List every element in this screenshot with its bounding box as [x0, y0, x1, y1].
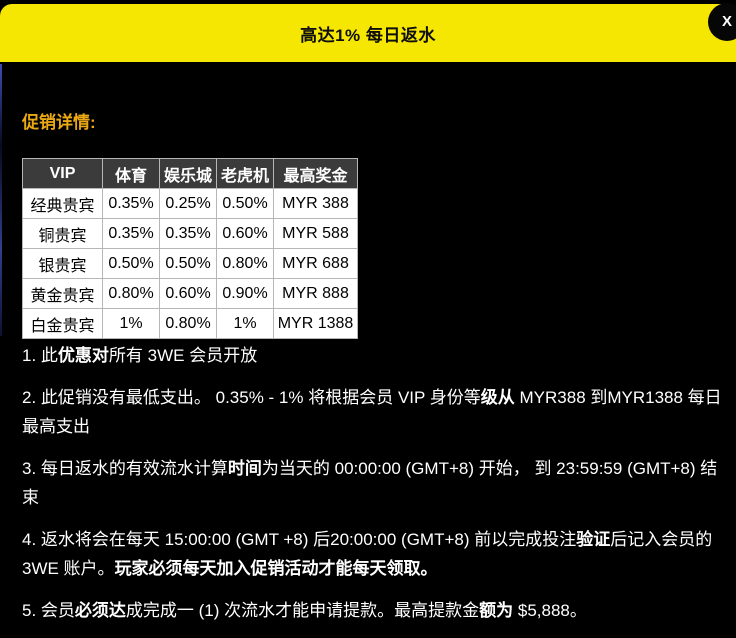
value-cell: 0.35% [159, 218, 217, 249]
close-icon: X [721, 13, 732, 30]
value-cell: 0.60% [159, 278, 217, 309]
term-text-segment: 额为 [479, 601, 514, 620]
terms-list: 1. 此优惠对所有 3WE 会员开放 2. 此促销没有最低支出。 0.35% - … [22, 341, 722, 625]
vip-tier-cell: 经典贵宾 [22, 188, 103, 219]
value-cell: MYR 588 [273, 218, 358, 249]
term-text-segment: 所有 3WE 会员开放 [108, 346, 258, 365]
term-text-segment: 成完成一 (1) 次流水才能申请提款。最高提款金 [125, 601, 480, 620]
value-cell: MYR 1388 [273, 308, 358, 339]
value-cell: 0.80% [159, 308, 217, 339]
vip-tier-cell: 银贵宾 [22, 248, 103, 279]
section-heading: 促销详情: [22, 113, 96, 132]
column-header: 最高奖金 [273, 158, 358, 189]
column-header: 体育 [102, 158, 160, 189]
value-cell: 0.50% [159, 248, 217, 279]
table-row: 银贵宾 0.50% 0.50% 0.80% MYR 688 [22, 248, 358, 279]
term-text-segment: 时间 [227, 459, 262, 478]
promo-title: 高达1% 每日返水 [300, 25, 436, 45]
table-row: 黄金贵宾 0.80% 0.60% 0.90% MYR 888 [22, 278, 358, 309]
column-header: 娱乐城 [159, 158, 217, 189]
value-cell: 1% [102, 308, 160, 339]
value-cell: 0.50% [216, 188, 274, 219]
term-text-segment: 4. 返水将会在每天 15:00:00 (GMT +8) 后20:00:00 (… [22, 530, 577, 549]
table-row: 铜贵宾 0.35% 0.35% 0.60% MYR 588 [22, 218, 358, 249]
vip-tier-cell: 铜贵宾 [22, 218, 103, 249]
value-cell: 0.90% [216, 278, 274, 309]
term-item: 3. 每日返水的有效流水计算时间为当天的 00:00:00 (GMT+8) 开始… [22, 454, 722, 512]
value-cell: MYR 888 [273, 278, 358, 309]
value-cell: 0.35% [102, 188, 160, 219]
close-button[interactable]: X [708, 3, 736, 41]
table-body: 经典贵宾 0.35% 0.25% 0.50% MYR 388 铜贵宾 0.35% 0.35% 0… [22, 188, 358, 339]
value-cell: 0.35% [102, 218, 160, 249]
term-text-segment: 3. 每日返水的有效流水计算 [22, 459, 228, 478]
modal-body: 促销详情: VIP 体育 娱乐城 老虎机 最高奖金 经典贵宾 0.35% 0.25% 0.50… [0, 62, 736, 638]
value-cell: 0.25% [159, 188, 217, 219]
value-cell: MYR 388 [273, 188, 358, 219]
term-text-segment: $5,888。 [513, 601, 587, 620]
left-edge-artifact [0, 64, 2, 336]
table-row: 经典贵宾 0.35% 0.25% 0.50% MYR 388 [22, 188, 358, 219]
value-cell: MYR 688 [273, 248, 358, 279]
value-cell: 0.80% [102, 278, 160, 309]
term-text-segment: 优惠对 [57, 346, 109, 365]
term-text-segment: 必须达 [74, 601, 126, 620]
rebate-table: VIP 体育 娱乐城 老虎机 最高奖金 经典贵宾 0.35% 0.25% 0.50% MYR 3… [22, 158, 358, 339]
value-cell: 0.50% [102, 248, 160, 279]
term-text-segment: 玩家必须每天加入促销活动才能每天领取。 [114, 559, 438, 578]
term-text-segment: MYR388 到MYR1388 每日最高支出 [22, 388, 722, 436]
value-cell: 0.80% [216, 248, 274, 279]
term-text-segment: 为当天的 00:00:00 (GMT+8) 开始， 到 23:59:59 (GM… [22, 459, 718, 507]
table-row: 白金贵宾 1% 0.80% 1% MYR 1388 [22, 308, 358, 339]
vip-tier-cell: 黄金贵宾 [22, 278, 103, 309]
column-header: 老虎机 [216, 158, 274, 189]
term-item: 5. 会员必须达成完成一 (1) 次流水才能申请提款。最高提款金额为 $5,88… [22, 596, 722, 625]
modal-header: 高达1% 每日返水 [0, 4, 736, 62]
term-text-segment: 1. 此 [22, 346, 58, 365]
term-text-segment: 5. 会员 [22, 601, 75, 620]
term-text-segment: 后记入会员的 3WE 账户。 [22, 530, 713, 578]
term-text-segment: 级从 [480, 388, 515, 407]
term-item: 1. 此优惠对所有 3WE 会员开放 [22, 341, 722, 370]
term-item: 4. 返水将会在每天 15:00:00 (GMT +8) 后20:00:00 (… [22, 525, 722, 583]
table-header-row: VIP 体育 娱乐城 老虎机 最高奖金 [22, 158, 358, 189]
vip-tier-cell: 白金贵宾 [22, 308, 103, 339]
term-text-segment: 验证 [576, 530, 611, 549]
term-text-segment: 2. 此促销没有最低支出。 0.35% - 1% 将根据会员 VIP 身份等 [22, 388, 481, 407]
value-cell: 1% [216, 308, 274, 339]
column-header: VIP [22, 158, 103, 189]
value-cell: 0.60% [216, 218, 274, 249]
term-item: 2. 此促销没有最低支出。 0.35% - 1% 将根据会员 VIP 身份等级从… [22, 383, 722, 441]
